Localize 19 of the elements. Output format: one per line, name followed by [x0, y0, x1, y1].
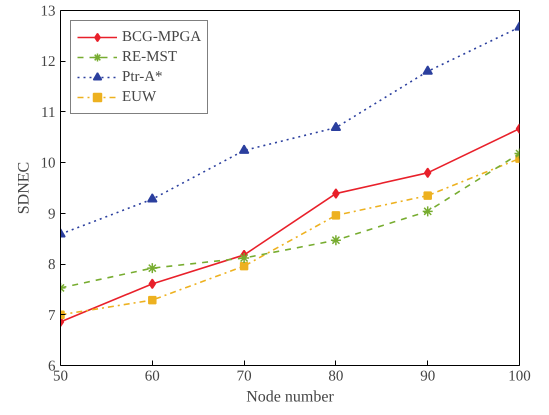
y-tick-label: 9 [48, 206, 56, 222]
x-tick-label: 50 [53, 368, 68, 384]
legend-label: RE-MST [122, 48, 178, 66]
legend-label: Ptr-A* [122, 68, 163, 86]
x-tick-label: 70 [236, 368, 252, 384]
x-tick-label: 80 [328, 368, 344, 384]
y-tick-label: 7 [48, 308, 56, 324]
x-tick-label: 60 [144, 368, 160, 384]
y-tick-label: 12 [40, 54, 56, 70]
y-tick-label: 10 [40, 156, 56, 172]
y-tick-label: 8 [48, 257, 56, 274]
y-axis-title: SDNEC [16, 162, 32, 214]
x-tick-label: 100 [508, 368, 531, 384]
x-tick-label: 90 [420, 368, 436, 384]
y-tick-label: 13 [40, 4, 56, 20]
legend-label: EUW [122, 88, 156, 106]
legend-label: BCG-MPGA [122, 28, 202, 46]
x-axis-title: Node number [246, 388, 334, 406]
y-tick-label: 11 [41, 104, 56, 121]
